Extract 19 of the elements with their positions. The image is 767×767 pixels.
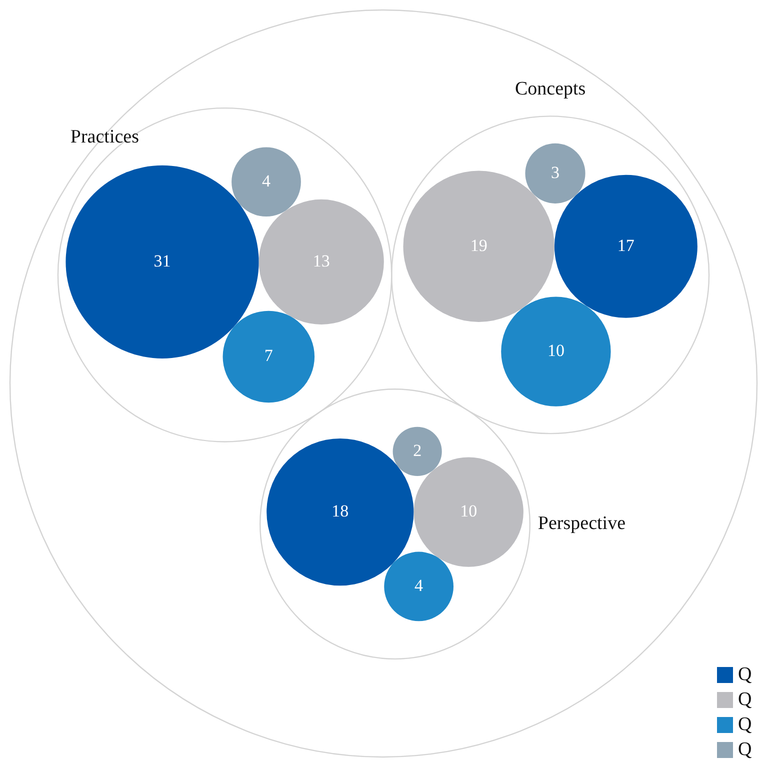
legend-label: Q xyxy=(738,664,752,685)
legend-label: Q xyxy=(738,738,752,760)
data-label: 10 xyxy=(460,502,478,521)
data-label: 4 xyxy=(414,576,424,595)
data-label: 13 xyxy=(312,251,330,270)
data-label: 17 xyxy=(617,236,635,255)
data-label: 10 xyxy=(547,341,564,360)
category-label: Practices xyxy=(70,126,139,148)
category-label: Perspective xyxy=(538,513,626,534)
legend-label: Q xyxy=(738,714,752,735)
data-label: 4 xyxy=(262,171,272,190)
data-label: 2 xyxy=(413,440,422,460)
data-label: 3 xyxy=(551,162,560,182)
data-label: 7 xyxy=(264,346,274,366)
legend-label: Q xyxy=(738,688,752,710)
data-label: 31 xyxy=(154,251,171,270)
data-label: 19 xyxy=(470,236,488,255)
data-label: 18 xyxy=(332,502,349,521)
category-label: Concepts xyxy=(514,78,586,100)
